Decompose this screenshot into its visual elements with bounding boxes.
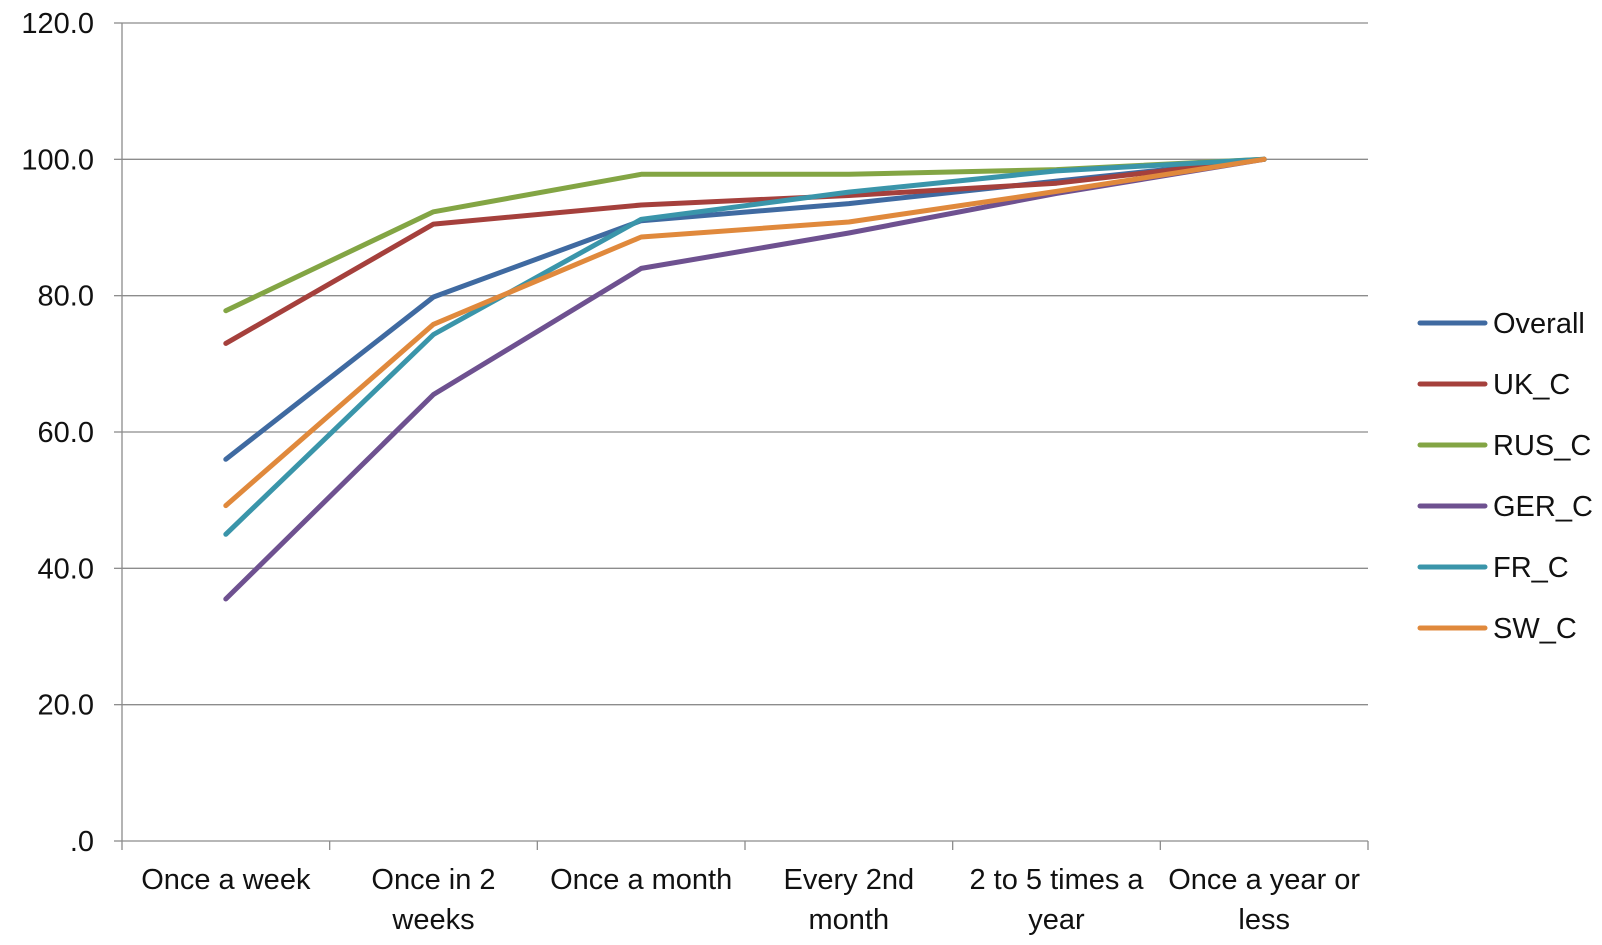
legend-label: RUS_C: [1493, 430, 1591, 462]
legend-label: SW_C: [1493, 613, 1577, 645]
x-tick-label: Once a week: [141, 864, 311, 896]
x-tick-label: Once in 2 weeks: [371, 864, 495, 936]
y-tick-label: 20.0: [38, 690, 94, 722]
series-line-ger-c: [223, 156, 1267, 602]
legend-label: GER_C: [1493, 491, 1593, 523]
y-tick-label: 60.0: [38, 417, 94, 449]
gridlines: [122, 22, 1368, 706]
y-tick-label: 40.0: [38, 553, 94, 585]
y-tick-label: 100.0: [21, 144, 94, 176]
legend-label: FR_C: [1493, 552, 1569, 584]
series-line-uk-c: [223, 156, 1267, 346]
series-line-sw-c: [223, 156, 1267, 509]
y-tick-label: 80.0: [38, 281, 94, 313]
x-tick-label: Once a month: [550, 864, 732, 896]
axes: .0 20.0 40.0 60.0 80.0 100.0 120.0 Once a week O…: [21, 8, 1369, 936]
series-line-fr-c: [223, 156, 1267, 537]
legend-label: Overall: [1493, 308, 1585, 340]
x-tick-label: Every 2nd month: [784, 864, 915, 936]
x-tick-label: 2 to 5 times a year: [969, 864, 1144, 936]
series-lines: [223, 156, 1267, 602]
legend-label: UK_C: [1493, 369, 1570, 401]
x-tick-label: Once a year or less: [1168, 864, 1360, 936]
legend: Overall UK_C RUS_C GER_C FR_C SW_C: [1417, 308, 1593, 645]
y-tick-label: .0: [70, 826, 94, 858]
y-tick-label: 120.0: [21, 8, 94, 40]
